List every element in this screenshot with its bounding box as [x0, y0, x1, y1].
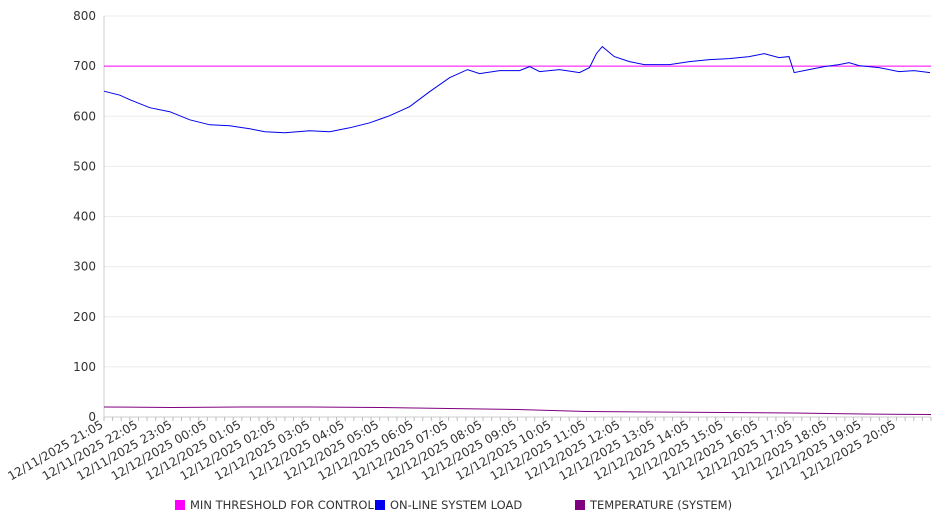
- legend-label: ON-LINE SYSTEM LOAD: [390, 498, 522, 512]
- legend-label: TEMPERATURE (SYSTEM): [589, 498, 732, 512]
- y-tick-label: 100: [73, 360, 96, 374]
- y-axis: 0 100 200 300 400 500 600 700 800: [73, 9, 96, 424]
- legend: MIN THRESHOLD FOR CONTROL ON-LINE SYSTEM …: [175, 498, 732, 512]
- legend-label: MIN THRESHOLD FOR CONTROL: [190, 498, 374, 512]
- grid: [103, 15, 931, 418]
- series-line: [103, 406, 932, 415]
- y-tick-label: 500: [73, 159, 96, 173]
- y-tick-label: 200: [73, 310, 96, 324]
- legend-swatch: [575, 500, 585, 510]
- y-tick-label: 600: [73, 109, 96, 123]
- y-tick-label: 700: [73, 59, 96, 73]
- series-line: [103, 45, 931, 134]
- legend-swatch: [375, 500, 385, 510]
- series-lines: [103, 45, 932, 415]
- y-tick-label: 300: [73, 260, 96, 274]
- y-tick-label: 800: [73, 9, 96, 23]
- y-tick-label: 0: [88, 410, 96, 424]
- y-tick-label: 400: [73, 210, 96, 224]
- legend-swatch: [175, 500, 185, 510]
